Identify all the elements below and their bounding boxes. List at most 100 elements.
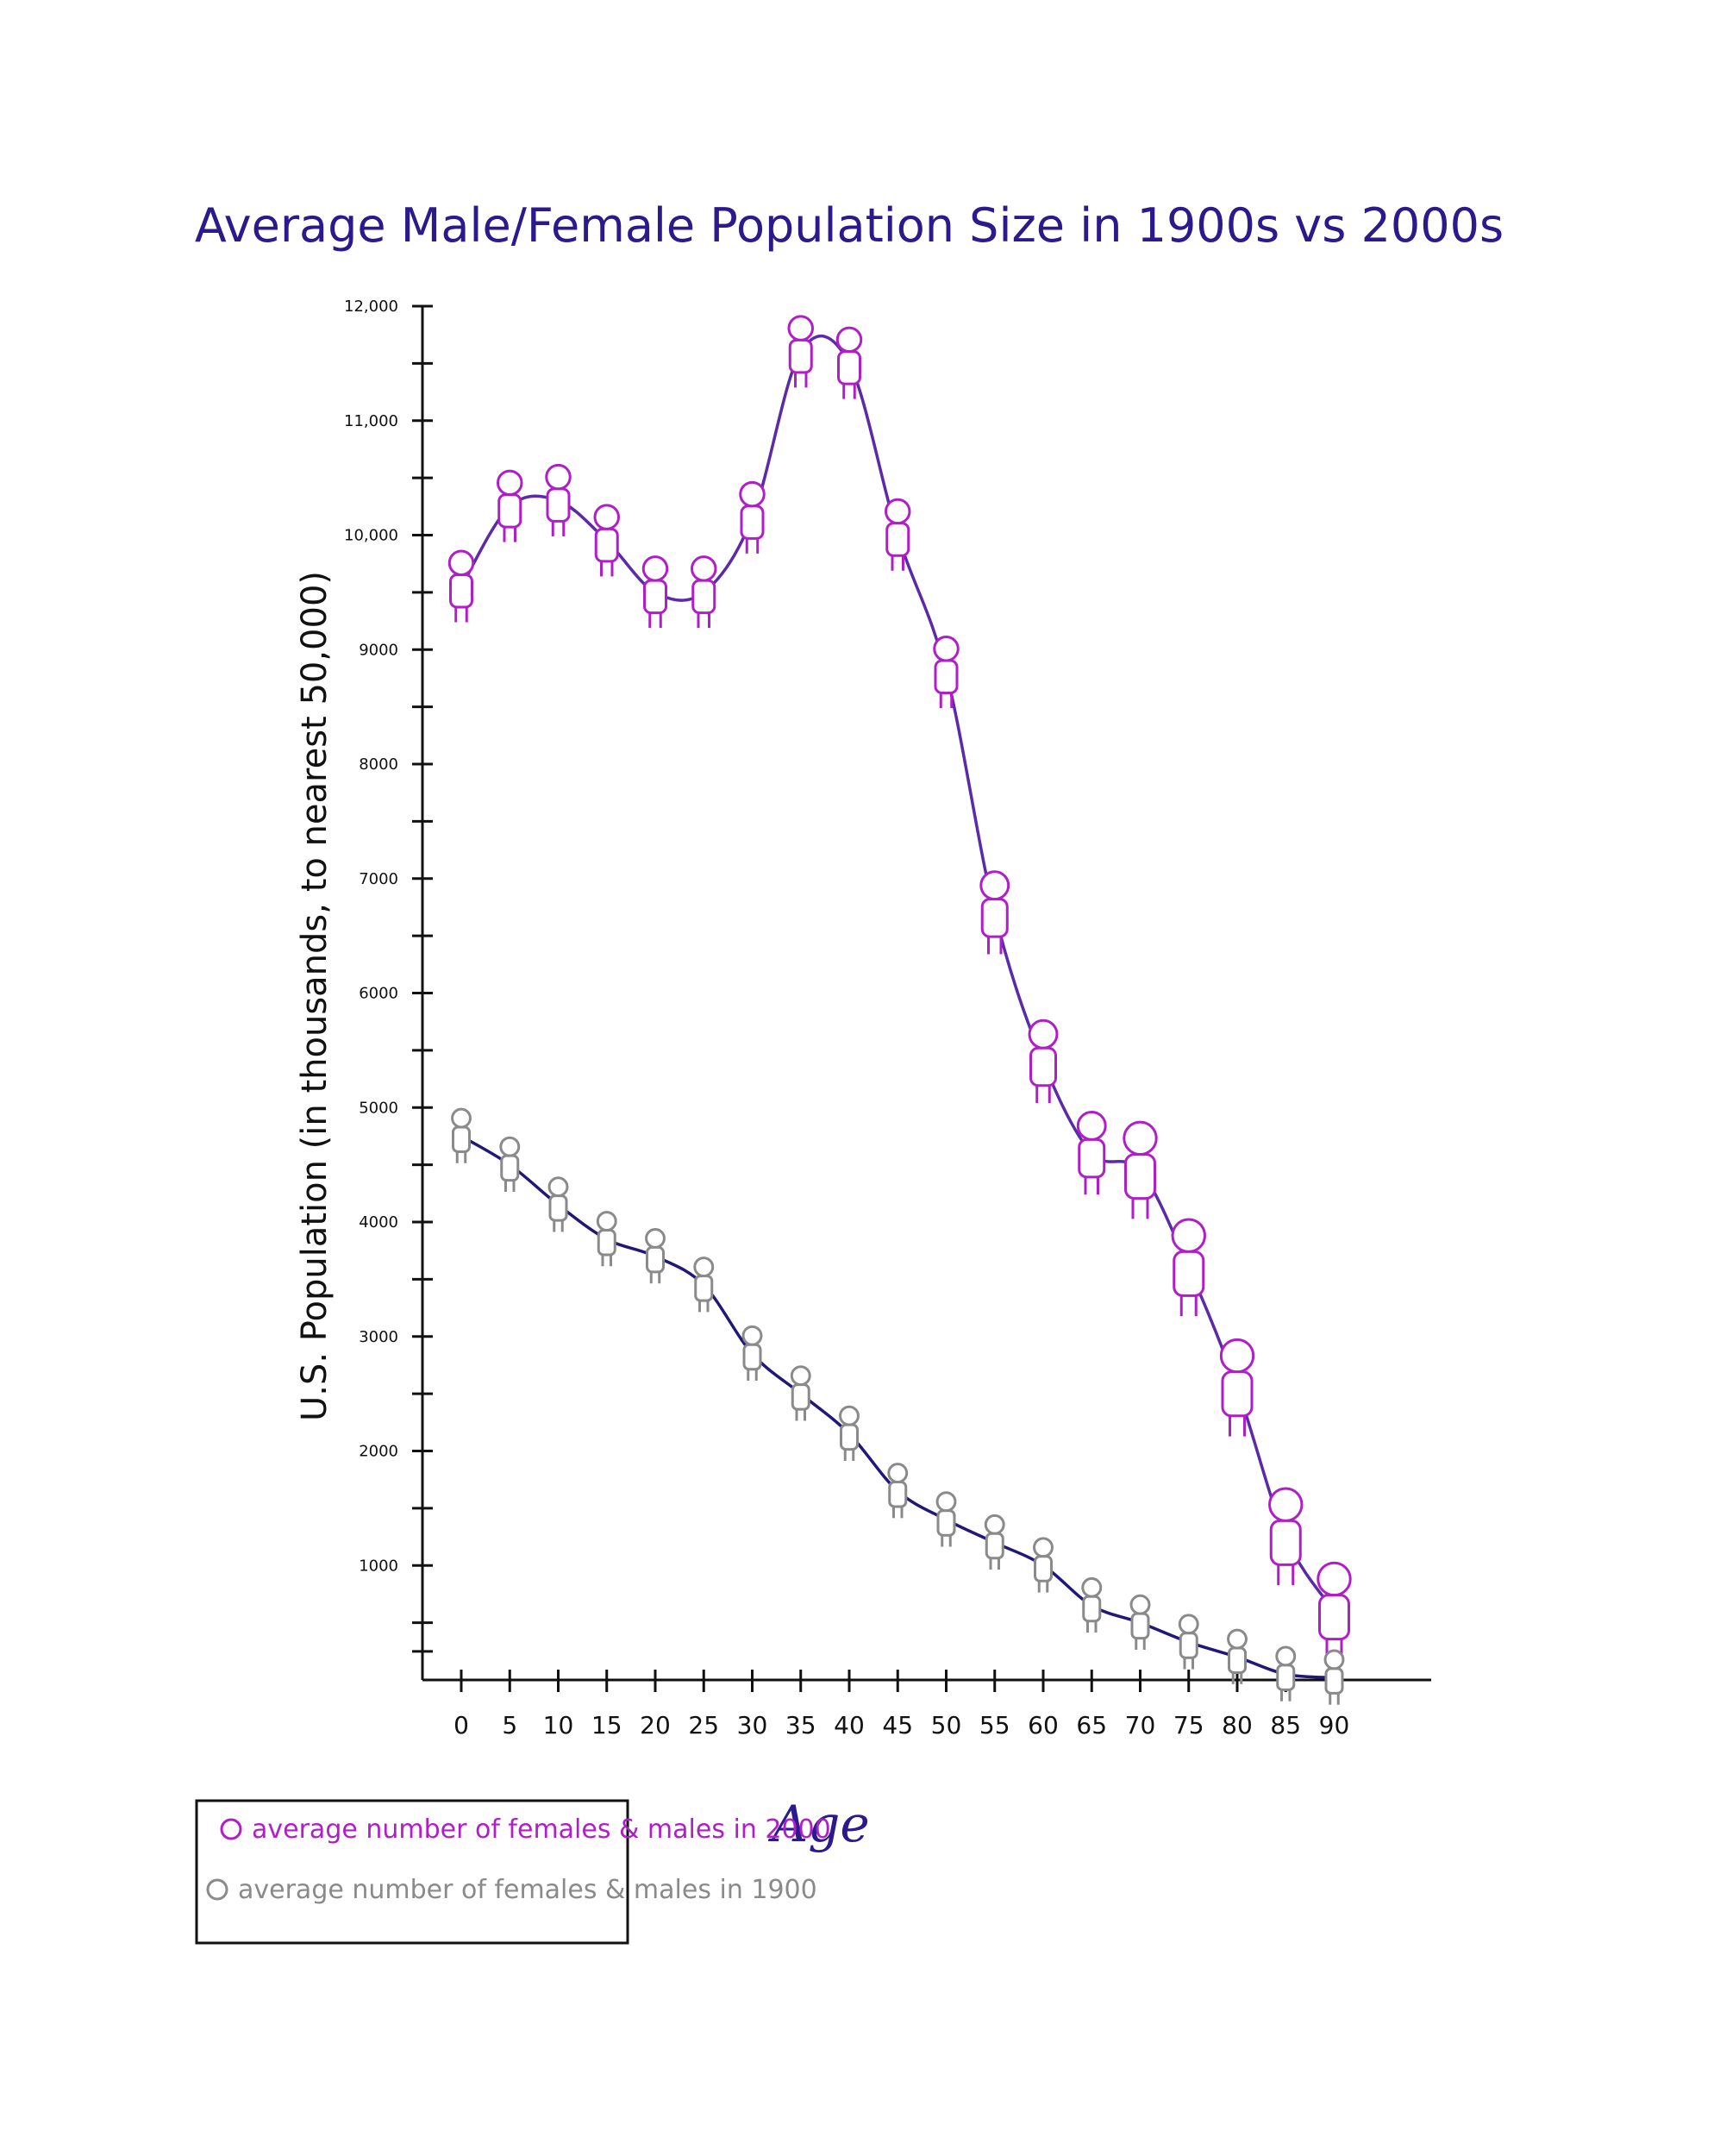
person-head [596,1211,617,1232]
person-head [545,463,572,491]
y-tick-label: 8000 [359,755,398,774]
person-body [1029,1046,1057,1087]
x-tick-label: 30 [737,1711,768,1739]
data-point-person [693,1257,715,1313]
data-point-person [593,504,620,577]
data-point-person [545,463,572,536]
person-body [597,1228,616,1257]
person-head [447,549,475,576]
chart-axes [421,306,1431,1682]
person-body [1082,1595,1102,1623]
person-head [1123,1120,1158,1156]
x-tick-label: 55 [979,1711,1010,1739]
person-body [788,338,813,374]
data-point-person [885,498,911,571]
x-tick-label: 40 [834,1711,865,1739]
person-head [645,1227,666,1249]
person-body [936,1509,956,1537]
person-head [691,555,717,582]
person-head [887,1463,909,1484]
person-body [980,898,1009,938]
person-body [740,505,765,540]
person-body [742,1343,762,1371]
person-head [1033,1537,1054,1558]
data-point-person [1129,1594,1151,1650]
series-line [460,1134,1335,1680]
person-head [1268,1487,1304,1522]
person-head [1076,1111,1107,1141]
y-tick-label: 5000 [359,1099,398,1117]
y-ticks: 1000 2000 3000 4000 5000 6000 7000 8000 9000 10,0… [344,298,433,1653]
data-point-person [1227,1628,1248,1684]
person-head [547,1176,569,1198]
x-tick-label: 70 [1125,1711,1156,1739]
person-head [1227,1628,1248,1650]
person-head [1317,1561,1352,1597]
x-tick-label: 5 [502,1711,517,1739]
person-head [787,315,814,342]
data-point-person [1323,1649,1345,1705]
data-point-person [739,480,766,554]
data-point-person [1275,1645,1297,1702]
person-head [839,1405,860,1426]
person-head [984,1514,1005,1535]
person-body [888,1481,908,1508]
data-point-person [979,870,1010,955]
person-body [546,487,571,523]
legend-label-2000: average number of females & males in 200… [252,1814,831,1845]
series-layer [447,315,1352,1705]
person-head [1178,1614,1199,1635]
legend-box [195,1799,629,1945]
y-tick-label: 9000 [359,641,398,659]
series-2000 [447,315,1352,1660]
data-point-person [645,1227,666,1284]
person-head [935,1491,957,1513]
person-body [885,522,910,557]
person-body [694,1275,714,1302]
x-axis-label: Age [767,1795,869,1853]
person-head [693,1257,715,1278]
y-tick-label: 2000 [359,1443,398,1461]
person-head [835,326,863,354]
legend-label-1900: average number of females & males in 190… [238,1875,817,1905]
legend-swatch-1900 [206,1878,228,1901]
data-point-person [497,469,523,542]
data-point-person [596,1211,617,1267]
data-point-person [641,555,669,629]
person-body [643,579,667,615]
person-body [1324,1667,1344,1695]
person-body [691,579,716,615]
y-tick-label: 11,000 [344,412,398,430]
x-tick-label: 15 [591,1711,622,1739]
series-1900 [451,1107,1345,1705]
data-point-person [835,326,863,399]
data-point-person [984,1514,1005,1570]
data-point-person [499,1136,521,1192]
x-tick-label: 80 [1222,1711,1253,1739]
person-body [934,659,959,695]
data-point-person [935,1491,957,1547]
person-body [1276,1664,1296,1691]
y-tick-label: 3000 [359,1328,398,1346]
data-point-person [691,555,717,629]
person-head [451,1107,472,1129]
person-body [1179,1632,1198,1659]
person-body [1078,1138,1106,1179]
person-body [500,1154,520,1182]
person-head [497,469,523,497]
person-head [641,555,669,582]
x-tick-label: 50 [931,1711,962,1739]
person-body [1228,1646,1247,1674]
person-head [739,480,766,508]
person-body [1173,1250,1205,1297]
person-body [1318,1594,1350,1641]
x-tick-label: 10 [543,1711,574,1739]
person-body [791,1383,810,1411]
person-body [452,1125,471,1153]
person-head [1323,1649,1345,1670]
legend-swatch-2000 [220,1818,242,1840]
person-head [885,498,911,525]
data-point-person [839,1405,860,1461]
chart-title: Average Male/Female Population Size in 1… [195,198,1504,253]
